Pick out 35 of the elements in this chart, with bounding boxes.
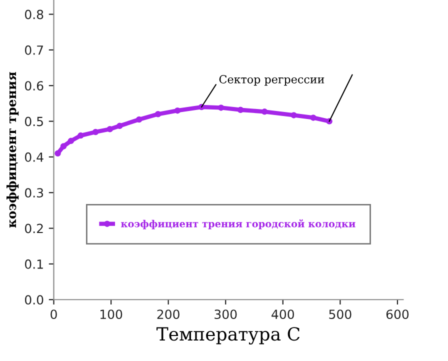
x-tick-label: 400: [272, 310, 294, 320]
y-axis-title: коэффициент трения: [6, 72, 19, 228]
y-tick-label: 0.6: [24, 81, 44, 91]
x-tick-label: 200: [157, 310, 180, 320]
x-tick-label: 300: [214, 310, 237, 320]
y-tick-label: 0.4: [24, 152, 44, 162]
point: [54, 150, 61, 157]
y-tick-label: 0.8: [24, 10, 44, 20]
point: [154, 111, 162, 118]
point: [310, 114, 316, 121]
point: [218, 104, 224, 111]
y-tick-label: 0.0: [24, 295, 44, 305]
y-tick-label: 0.3: [24, 188, 44, 198]
y-tick-label: 0.1: [24, 259, 43, 269]
y-tick-label: 0.7: [24, 45, 43, 55]
y-tick-label: 0.2: [24, 224, 43, 234]
annotation: Сектор регрессии: [219, 75, 324, 86]
point: [60, 143, 67, 150]
point: [261, 108, 268, 115]
legend-label: коэффициент трения городской колодки: [121, 219, 356, 230]
point: [290, 112, 297, 118]
y-tick-label: 0.5: [24, 116, 43, 126]
x-tick-label: 100: [100, 310, 122, 320]
point: [106, 126, 114, 132]
x-axis-title: Температура С: [156, 327, 300, 344]
point: [174, 107, 181, 114]
point: [78, 132, 84, 139]
x-tick-label: 600: [386, 310, 409, 320]
x-tick-label: 500: [329, 310, 352, 320]
point: [92, 128, 99, 136]
point: [116, 122, 123, 130]
point: [68, 138, 74, 144]
point: [136, 116, 142, 123]
x-tick-label: 0: [50, 310, 57, 320]
point: [237, 106, 244, 113]
